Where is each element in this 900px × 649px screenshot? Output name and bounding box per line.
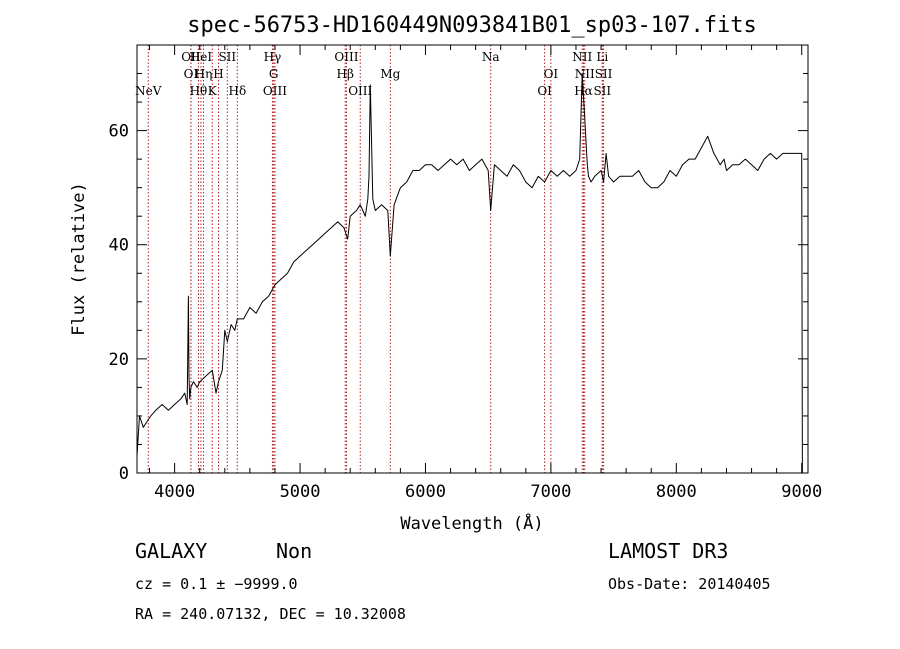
x-tick-label-5000: 5000 bbox=[280, 482, 321, 502]
spectrum-line bbox=[136, 73, 803, 474]
obs-date: Obs-Date: 20140405 bbox=[608, 575, 771, 593]
line-label-17: Na bbox=[482, 50, 500, 64]
line-label-12: OIII bbox=[263, 84, 287, 98]
line-label-7: H bbox=[213, 67, 223, 81]
line-label-23: Li bbox=[596, 50, 608, 64]
line-label-19: OI bbox=[537, 84, 552, 98]
x-axis-ticks: 4000 5000 6000 7000 8000 9000 bbox=[149, 45, 822, 502]
line-label-16: Mg bbox=[380, 67, 400, 81]
spectral-line-markers bbox=[147, 45, 605, 473]
object-class: GALAXY bbox=[135, 539, 207, 563]
spectral-line-labels: NeV OII OI Hθ HeI Hη KH SII Hδ Hγ G OIII OIII Hβ OIII M… bbox=[135, 50, 613, 98]
plot-frame bbox=[136, 44, 809, 474]
line-label-5: Hη bbox=[195, 67, 213, 81]
line-label-25: SII bbox=[593, 84, 611, 98]
x-tick-label-7000: 7000 bbox=[530, 482, 571, 502]
y-axis-label: Flux (relative) bbox=[69, 182, 89, 336]
coordinates: RA = 240.07132, DEC = 10.32008 bbox=[135, 605, 406, 623]
x-tick-label-9000: 9000 bbox=[781, 482, 822, 502]
y-tick-label-20: 20 bbox=[109, 350, 129, 370]
line-label-9: Hδ bbox=[228, 84, 246, 98]
line-label-2: OI bbox=[184, 67, 199, 81]
chart-title: spec-56753-HD160449N093841B01_sp03-107.f… bbox=[187, 13, 757, 38]
x-axis-label: Wavelength (Å) bbox=[400, 512, 543, 534]
line-label-3: Hθ bbox=[190, 84, 208, 98]
y-axis-ticks: 0 20 40 60 bbox=[109, 73, 808, 484]
line-label-21: NII bbox=[575, 67, 595, 81]
line-label-1: OII bbox=[181, 50, 201, 64]
line-label-11: G bbox=[269, 67, 279, 81]
x-tick-label-4000: 4000 bbox=[154, 482, 195, 502]
line-label-18: OI bbox=[544, 67, 559, 81]
line-label-14: Hβ bbox=[336, 67, 353, 81]
line-label-10: Hγ bbox=[264, 50, 282, 64]
line-label-20: NII bbox=[572, 50, 592, 64]
line-label-6: K bbox=[208, 84, 218, 98]
line-label-15: OIII bbox=[348, 84, 372, 98]
line-label-4: HeI bbox=[190, 50, 213, 64]
redshift-readout: cz = 0.1 ± −9999.0 bbox=[135, 575, 298, 593]
line-label-8: SII bbox=[218, 50, 236, 64]
x-tick-label-8000: 8000 bbox=[656, 482, 697, 502]
y-tick-label-40: 40 bbox=[109, 236, 129, 256]
survey-release: LAMOST DR3 bbox=[608, 539, 728, 563]
y-tick-label-60: 60 bbox=[109, 122, 129, 142]
y-tick-label-0: 0 bbox=[119, 464, 129, 484]
x-tick-label-6000: 6000 bbox=[405, 482, 446, 502]
line-label-24: SII bbox=[595, 67, 613, 81]
object-subclass: Non bbox=[276, 539, 312, 563]
line-label-0: NeV bbox=[135, 84, 162, 98]
line-label-13: OIII bbox=[334, 50, 358, 64]
